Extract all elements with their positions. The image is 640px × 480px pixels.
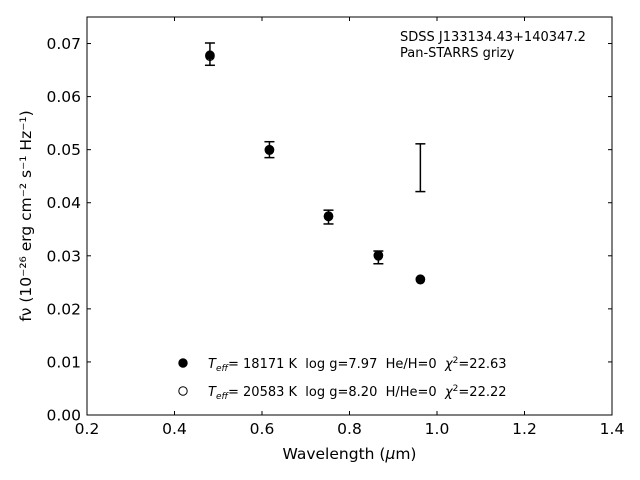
observed-errorbar	[264, 140, 275, 159]
x-tick-label: 0.2	[75, 420, 100, 438]
y-tick-label: 0.02	[46, 300, 81, 318]
y-tick-label: 0.07	[46, 35, 81, 53]
observed-errorbar	[373, 250, 384, 265]
x-tick-label: 1.4	[600, 420, 625, 438]
y-tick-label: 0.06	[46, 88, 81, 106]
x-axis-ticks: 0.2 0.4 0.6 0.8 1.0 1.2 1.4	[75, 17, 625, 438]
x-tick-label: 0.8	[337, 420, 362, 438]
annotation-object-name: SDSS J133134.43+140347.2	[400, 30, 586, 45]
data-markers	[205, 50, 426, 285]
y-tick-label: 0.01	[46, 353, 81, 371]
y-tick-label: 0.03	[46, 247, 81, 265]
annotation-survey: Pan-STARRS grizy	[400, 46, 515, 61]
legend-entry-1: Teff= 18171 K log g=7.97 He/H=0 χ2=22.63	[208, 356, 507, 374]
observed-errorbar	[415, 143, 426, 193]
legend: Teff= 18171 K log g=7.97 He/H=0 χ2=22.63…	[178, 356, 507, 402]
y-tick-label: 0.04	[46, 194, 81, 212]
x-tick-label: 1.0	[425, 420, 450, 438]
model-point-filled	[415, 274, 426, 284]
y-axis-label: fν (10⁻²⁶ erg cm⁻² s⁻¹ Hz⁻¹)	[17, 110, 35, 321]
y-tick-label: 0.00	[46, 407, 81, 425]
axes-frame	[86, 16, 613, 416]
x-tick-label: 1.2	[512, 420, 537, 438]
legend-entry-2: Teff= 20583 K log g=8.20 H/He=0 χ2=22.22	[208, 384, 507, 402]
legend-marker-open	[178, 386, 188, 396]
y-tick-label: 0.05	[46, 141, 81, 159]
observed-errorbar	[204, 42, 215, 67]
legend-marker-filled	[178, 358, 188, 368]
observed-errorbar	[323, 209, 334, 225]
y-axis-ticks: 0.00 0.01 0.02 0.03 0.04 0.05 0.06 0.07	[46, 35, 612, 425]
x-tick-label: 0.6	[250, 420, 275, 438]
x-tick-label: 0.4	[162, 420, 187, 438]
error-bars	[204, 42, 426, 265]
x-axis-label: Wavelength (μm)	[283, 445, 417, 463]
